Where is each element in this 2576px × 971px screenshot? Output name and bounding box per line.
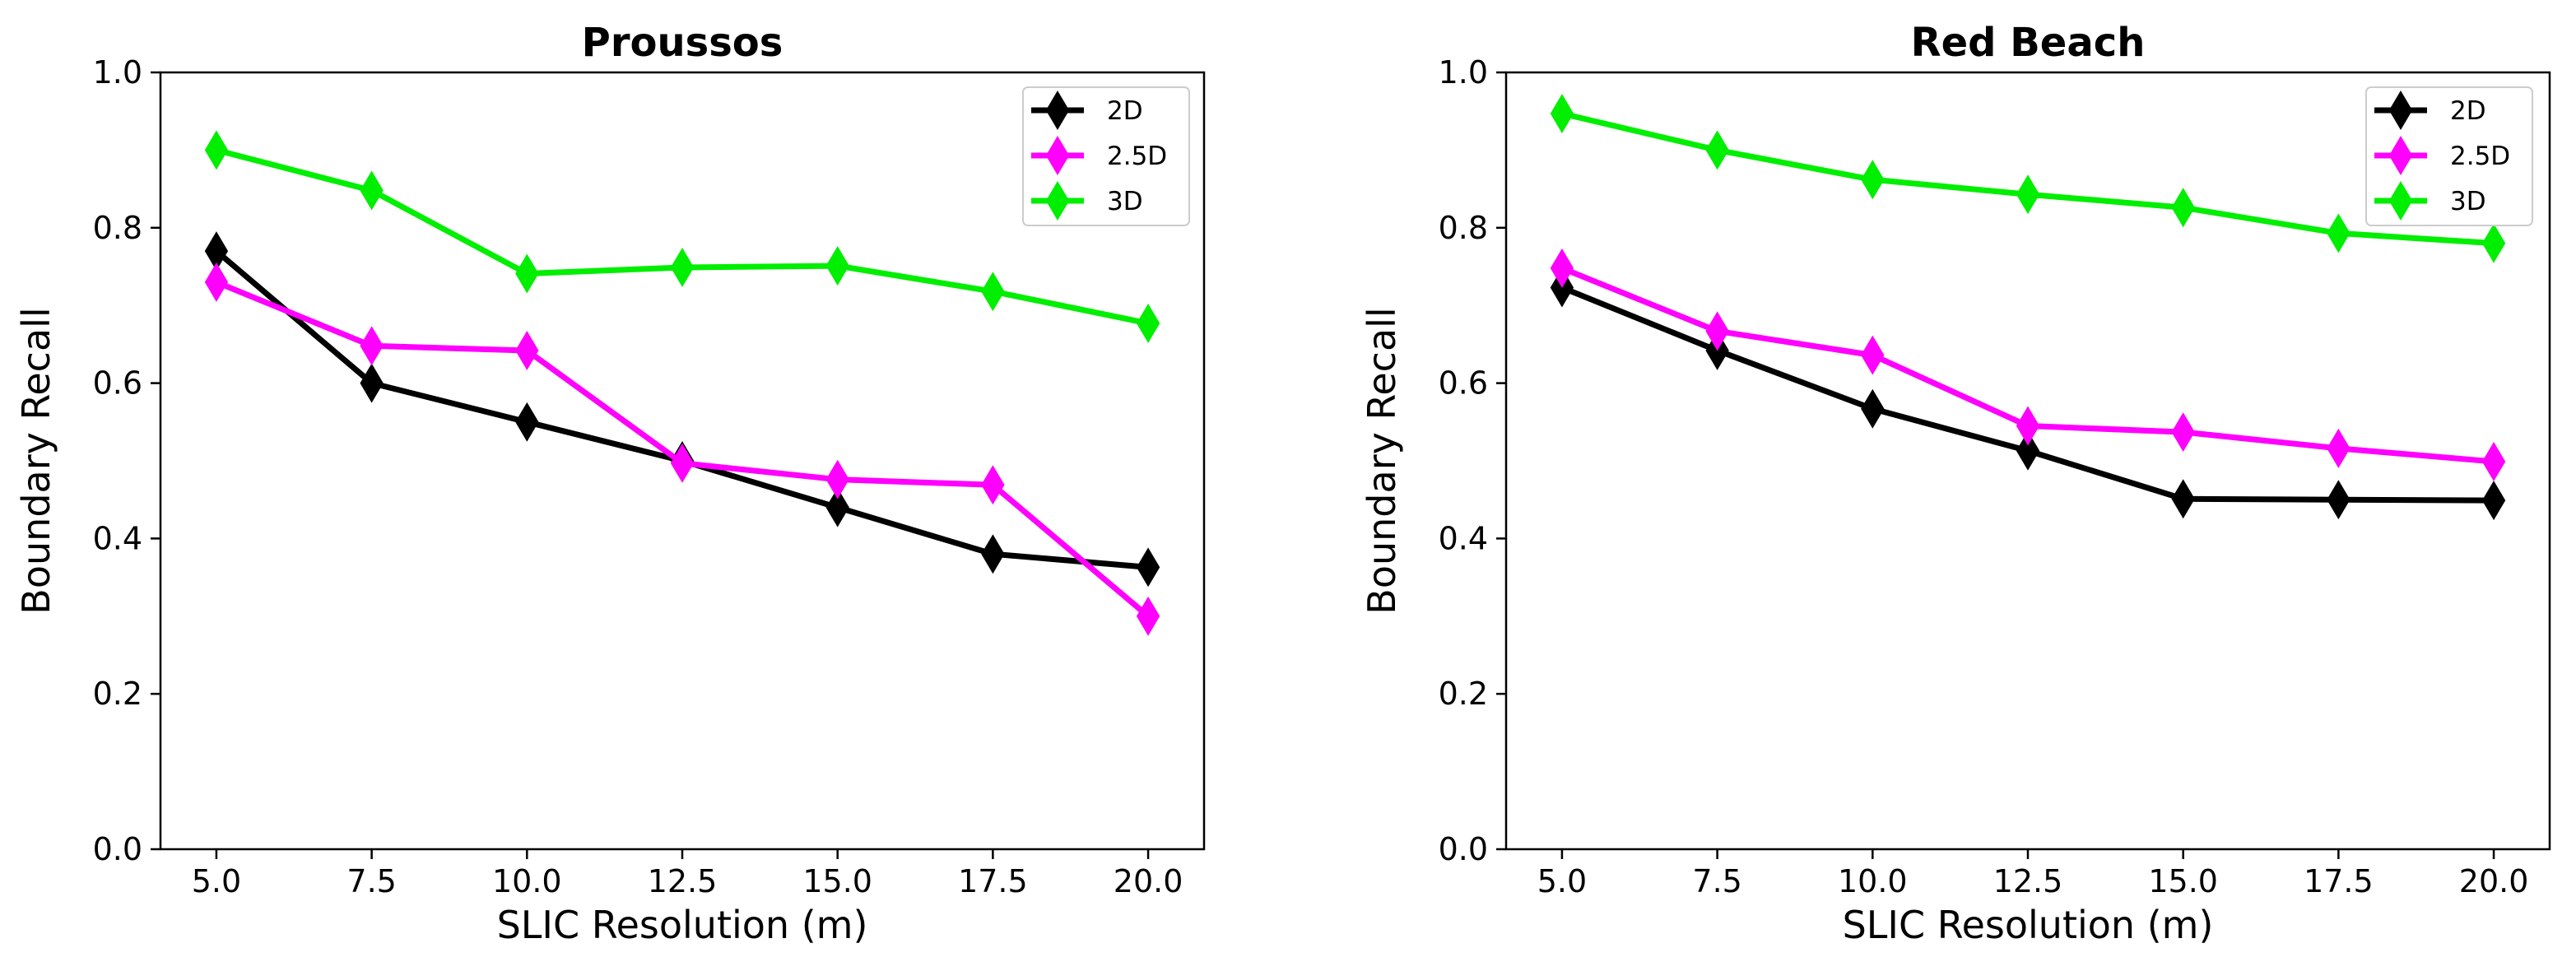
x-tick-label: 5.0 xyxy=(1537,863,1587,899)
x-tick-label: 17.5 xyxy=(958,863,1028,899)
chart-panel-2: Red Beach 0.0 0.2 0.4 0.6 0.8 1.0 5.0 7.5 10.0 12.… xyxy=(1360,20,2551,947)
legend-label-2.5D: 2.5D xyxy=(1107,142,1167,171)
y-tick-label: 0.8 xyxy=(1439,210,1488,246)
series-line-2D xyxy=(214,249,1149,570)
data-point-2.5D xyxy=(981,465,1005,505)
x-tick-label: 10.0 xyxy=(492,863,562,899)
data-point-2D xyxy=(360,363,384,403)
data-point-3D xyxy=(2171,188,2195,228)
data-point-3D xyxy=(2481,223,2506,263)
x-tick-label: 5.0 xyxy=(192,863,241,899)
y-axis-label: Boundary Recall xyxy=(1360,307,1404,614)
y-tick-label: 1.0 xyxy=(1439,54,1488,91)
data-point-3D xyxy=(1705,130,1729,170)
data-point-2D xyxy=(2016,430,2040,471)
chart-title: Proussos xyxy=(582,20,783,66)
data-point-2.5D xyxy=(515,330,539,370)
data-point-3D xyxy=(2016,174,2040,215)
data-point-2.5D xyxy=(2171,412,2195,453)
data-point-2D xyxy=(1861,388,1885,429)
data-point-2.5D xyxy=(1136,596,1160,636)
data-point-3D xyxy=(1136,303,1160,343)
data-point-3D xyxy=(1550,94,1574,133)
x-axis-label: SLIC Resolution (m) xyxy=(1843,903,2214,947)
data-point-3D xyxy=(2327,213,2350,253)
legend-marker-3D xyxy=(1045,181,1070,221)
data-point-3D xyxy=(670,247,695,287)
y-axis-label: Boundary Recall xyxy=(14,307,58,614)
x-tick-label: 7.5 xyxy=(1692,863,1741,899)
legend: 2D 2.5D 3D xyxy=(2365,86,2533,226)
x-tick-label: 10.0 xyxy=(1838,863,1908,899)
legend-label-2.5D: 2.5D xyxy=(2450,142,2510,171)
data-point-3D xyxy=(515,253,539,294)
x-tick-label: 20.0 xyxy=(1114,863,1183,899)
legend-marker-2.5D xyxy=(2388,136,2413,175)
y-tick-label: 0.6 xyxy=(93,365,142,402)
y-tick-label: 1.0 xyxy=(93,54,142,91)
plot-frame xyxy=(1504,71,2551,851)
y-tick-label: 0.2 xyxy=(1439,676,1488,712)
data-point-2.5D xyxy=(360,326,384,366)
y-tick-label: 0.0 xyxy=(93,831,142,867)
legend-label-3D: 3D xyxy=(1107,187,1143,216)
x-tick-label: 20.0 xyxy=(2459,863,2529,899)
data-point-2D xyxy=(515,402,539,442)
y-tick-label: 0.8 xyxy=(93,210,142,246)
chart-title: Red Beach xyxy=(1911,20,2146,66)
plot-frame xyxy=(159,71,1206,851)
legend-marker-2D xyxy=(1045,91,1070,130)
y-tick-label: 0.4 xyxy=(93,520,142,556)
data-point-3D xyxy=(360,170,384,211)
data-point-2.5D xyxy=(670,443,695,483)
legend-box xyxy=(1022,86,1190,226)
data-point-2.5D xyxy=(825,459,849,499)
x-axis-label: SLIC Resolution (m) xyxy=(497,903,868,947)
data-point-2D xyxy=(2327,480,2350,520)
legend-label-3D: 3D xyxy=(2450,187,2486,216)
data-point-2.5D xyxy=(1550,248,1574,288)
data-point-3D xyxy=(825,246,849,286)
chart-panel-1: Proussos 0.0 0.2 0.4 0.6 0.8 1.0 5.0 7.5 10.0 12.5… xyxy=(14,20,1206,947)
x-tick-label: 12.5 xyxy=(1993,863,2063,899)
data-point-2.5D xyxy=(2481,441,2506,481)
y-tick-label: 0.0 xyxy=(1439,831,1488,867)
legend-marker-3D xyxy=(2388,181,2413,221)
y-tick-label: 0.4 xyxy=(1439,520,1488,556)
x-tick-label: 12.5 xyxy=(648,863,718,899)
data-point-2D xyxy=(981,534,1005,574)
data-point-3D xyxy=(981,272,1005,312)
data-point-2.5D xyxy=(2327,428,2350,468)
y-tick-label: 0.6 xyxy=(1439,365,1488,402)
x-tick-label: 17.5 xyxy=(2304,863,2374,899)
x-tick-label: 15.0 xyxy=(802,863,872,899)
data-point-2D xyxy=(825,487,849,527)
data-point-2.5D xyxy=(2016,406,2040,446)
data-point-2.5D xyxy=(1861,335,1885,375)
data-point-2.5D xyxy=(1705,311,1729,351)
legend-label-2D: 2D xyxy=(1107,96,1143,126)
data-point-3D xyxy=(1861,160,1885,200)
legend-marker-2D xyxy=(2388,91,2413,130)
legend: 2D 2.5D 3D xyxy=(1022,86,1190,226)
y-tick-label: 0.2 xyxy=(93,676,142,712)
data-point-2.5D xyxy=(204,262,229,302)
data-point-2D xyxy=(2171,479,2195,519)
data-point-2D xyxy=(1136,547,1160,588)
x-tick-label: 7.5 xyxy=(346,863,396,899)
x-tick-label: 15.0 xyxy=(2148,863,2218,899)
data-point-2D xyxy=(2481,481,2506,521)
series-line-3D xyxy=(216,147,1149,327)
data-point-3D xyxy=(204,130,229,170)
legend-label-2D: 2D xyxy=(2450,96,2486,126)
legend-box xyxy=(2365,86,2533,226)
legend-marker-2.5D xyxy=(1045,136,1070,175)
